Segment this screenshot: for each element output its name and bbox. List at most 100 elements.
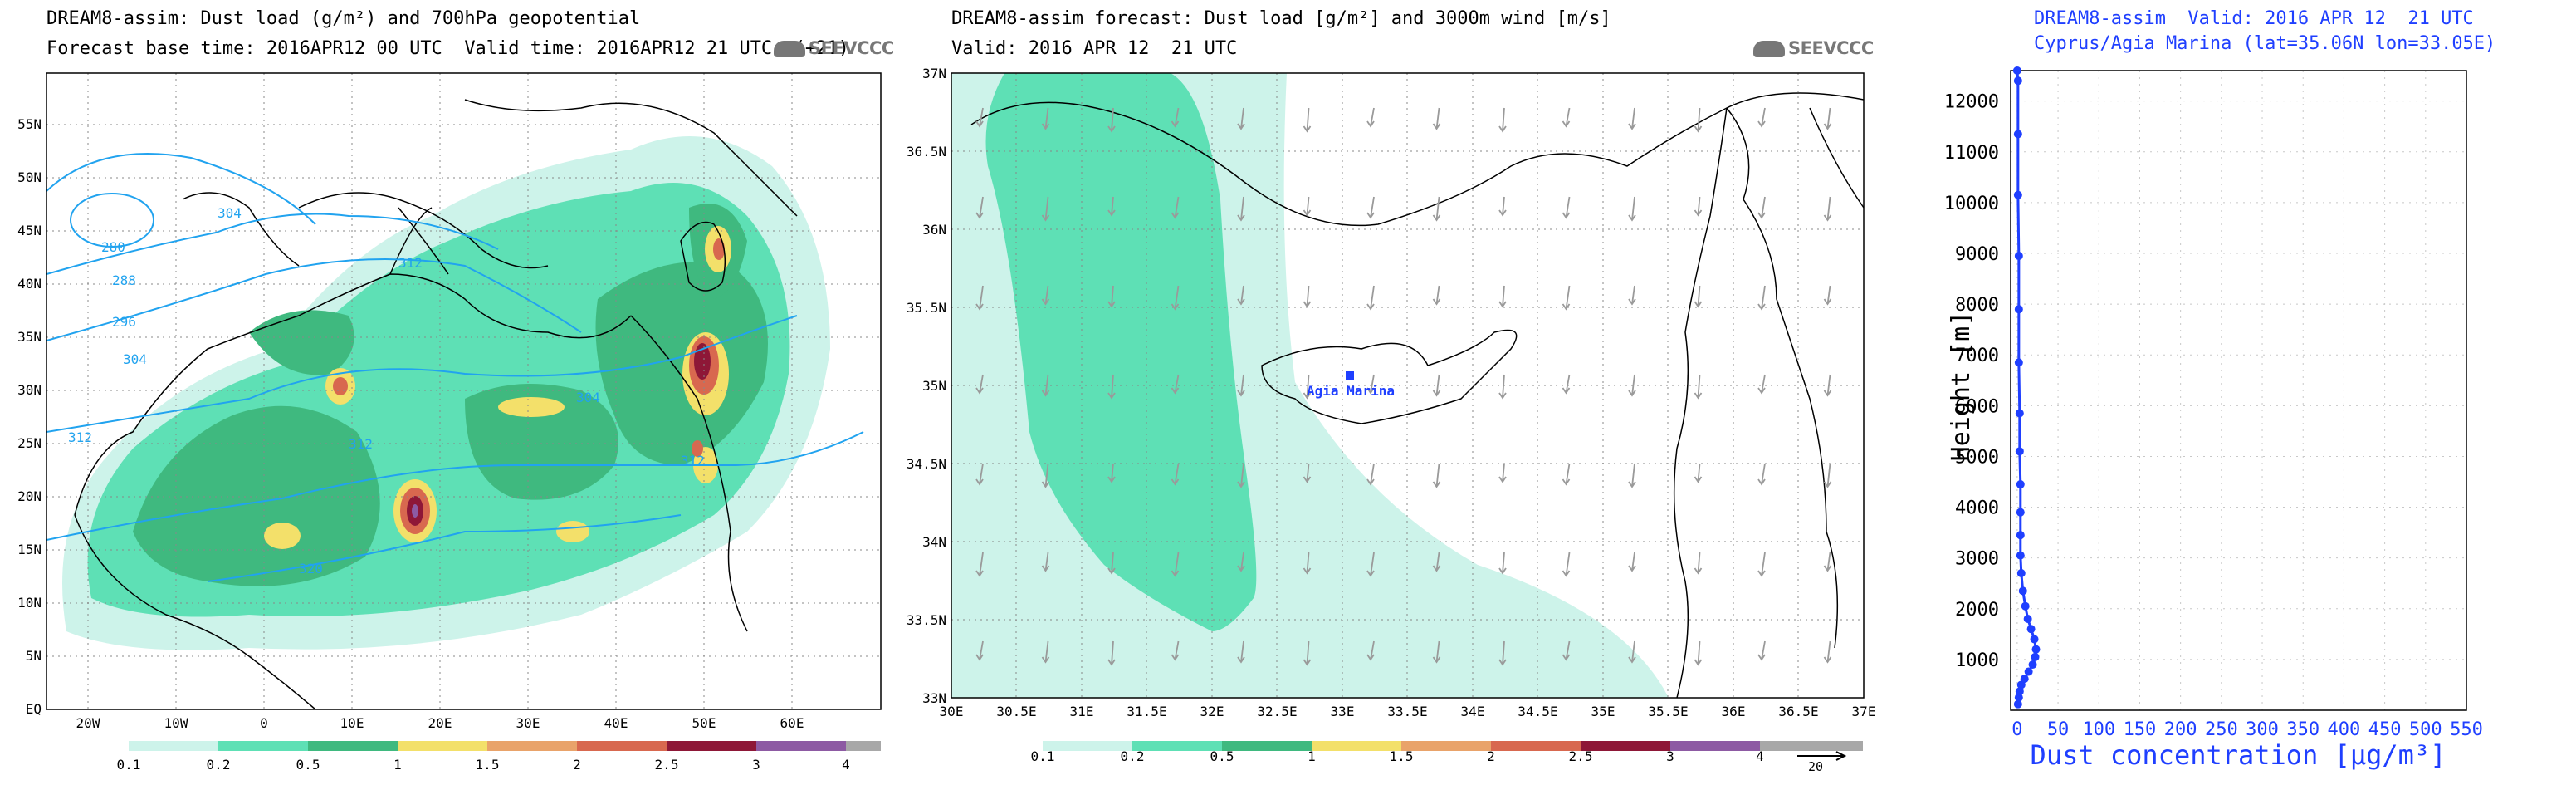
lat-tick-label: 35N: [17, 329, 42, 345]
wind-arrow-icon: [1498, 374, 1507, 400]
wind-arrow-icon: [1366, 463, 1375, 486]
lon-tick-label: 36.5E: [1778, 704, 1818, 719]
x-tick-label: 300: [2246, 719, 2279, 740]
wind-arrow-icon: [1562, 552, 1571, 577]
wind-arrow-icon: [1237, 107, 1245, 130]
wind-arrow-icon: [1694, 374, 1703, 400]
panel2-gridlines: [951, 73, 1864, 698]
contour-label: 304: [218, 205, 242, 221]
wind-reference-label: 20: [1808, 759, 1823, 774]
y-tick-label: 9000: [1955, 244, 1999, 265]
profile-point: [2014, 252, 2023, 261]
wind-arrow-icon: [1628, 640, 1636, 664]
wind-arrow-icon: [1694, 196, 1703, 217]
colorbar-tick-label: 3: [1666, 748, 1674, 764]
profile-point: [2014, 358, 2023, 367]
wind-arrow-icon: [1823, 552, 1832, 572]
lon-tick-label: 37E: [1852, 704, 1876, 719]
lon-tick-label: 34.5E: [1518, 704, 1557, 719]
lon-tick-label: 30E: [940, 704, 964, 719]
profile-point: [2012, 66, 2021, 75]
contour-label: 312: [681, 453, 705, 469]
wind-arrow-icon: [1757, 107, 1766, 128]
wind-arrow-icon: [1041, 640, 1050, 664]
cloud-icon: [1753, 41, 1785, 57]
wind-arrow-icon: [1366, 107, 1375, 128]
wind-arrow-icon: [1498, 463, 1507, 483]
wind-arrow-icon: [975, 552, 984, 577]
wind-arrow-icon: [1498, 640, 1507, 666]
colorbar-tick-label: 2.5: [1569, 748, 1593, 764]
wind-arrow-icon: [1171, 463, 1180, 486]
panel2-wind-vectors: [975, 107, 1832, 666]
y-tick-label: 10000: [1944, 194, 1999, 214]
colorbar-tick-label: 2: [1487, 748, 1495, 764]
colorbar-tick-label: 1: [1308, 748, 1316, 764]
colorbar-tick-label: 0.2: [1121, 748, 1145, 764]
lon-tick-label: 36E: [1722, 704, 1746, 719]
wind-arrow-icon: [1694, 285, 1703, 308]
lat-tick-label: 30N: [17, 382, 42, 398]
wind-arrow-icon: [1237, 285, 1245, 306]
wind-arrow-icon: [1107, 374, 1116, 400]
lat-tick-label: 5N: [26, 648, 42, 664]
wind-arrow-icon: [1237, 640, 1245, 664]
x-tick-label: 400: [2328, 719, 2361, 740]
wind-arrow-icon: [1303, 107, 1312, 133]
colorbar-tick-label: 0.1: [1031, 748, 1055, 764]
panel2-title-line1: DREAM8-assim forecast: Dust load [g/m²] …: [951, 8, 1611, 29]
wind-arrow-icon: [1041, 107, 1050, 130]
wind-arrow-icon: [1366, 285, 1375, 311]
lon-tick-label: 33E: [1331, 704, 1355, 719]
y-axis-label: Height [m]: [1947, 312, 1976, 462]
x-tick-label: 150: [2124, 719, 2157, 740]
wind-arrow-icon: [1366, 552, 1375, 577]
wind-arrow-icon: [1171, 107, 1180, 128]
lon-tick-label: 50E: [692, 715, 716, 731]
y-tick-label: 1000: [1955, 650, 1999, 671]
wind-arrow-icon: [1107, 285, 1116, 308]
wind-arrow-icon: [1107, 552, 1116, 575]
lat-tick-label: 36N: [922, 222, 946, 238]
wind-arrow-icon: [1303, 463, 1312, 483]
y-tick-label: 7000: [1955, 346, 1999, 366]
wind-arrow-icon: [1694, 552, 1703, 575]
wind-arrow-icon: [1432, 196, 1441, 222]
station-marker-icon: [1346, 371, 1354, 380]
wind-arrow-icon: [1041, 374, 1050, 397]
profile-point: [2016, 480, 2025, 489]
wind-arrow-icon: [1107, 640, 1116, 666]
contour-label: 304: [123, 351, 147, 367]
wind-arrow-icon: [1432, 107, 1441, 130]
wind-arrow-icon: [1041, 463, 1050, 488]
lat-tick-label: 25N: [17, 435, 42, 451]
wind-arrow-icon: [1432, 640, 1441, 664]
lat-tick-label: EQ: [26, 701, 42, 717]
wind-arrow-icon: [1562, 640, 1571, 661]
contour-label: 320: [299, 561, 323, 576]
lon-tick-label: 0: [260, 715, 268, 731]
profile-point: [2013, 699, 2022, 709]
lat-tick-label: 34.5N: [907, 456, 946, 472]
lon-tick-label: 30E: [516, 715, 540, 731]
colorbar-tick-label: 0.2: [207, 757, 231, 773]
y-tick-label: 12000: [1944, 92, 1999, 113]
lon-tick-label: 30.5E: [996, 704, 1036, 719]
wind-arrow-icon: [1628, 196, 1636, 222]
profile-point: [2016, 680, 2026, 689]
profile-point: [2016, 551, 2025, 560]
lon-tick-label: 20E: [428, 715, 452, 731]
x-tick-label: 350: [2286, 719, 2319, 740]
profile-point: [2014, 305, 2023, 314]
panel3-title-line2: Cyprus/Agia Marina (lat=35.06N lon=33.05…: [2034, 33, 2496, 54]
x-tick-label: 200: [2164, 719, 2197, 740]
wind-arrow-icon: [1498, 196, 1507, 217]
lat-tick-label: 37N: [922, 66, 946, 81]
wind-arrow-icon: [1366, 374, 1375, 395]
wind-arrow-icon: [1757, 640, 1766, 661]
wind-arrow-icon: [1237, 463, 1245, 488]
colorbar-tick-label: 1.5: [476, 757, 500, 773]
profile-point: [2016, 531, 2025, 540]
wind-arrow-icon: [1041, 285, 1050, 306]
profile-point: [2013, 130, 2022, 139]
